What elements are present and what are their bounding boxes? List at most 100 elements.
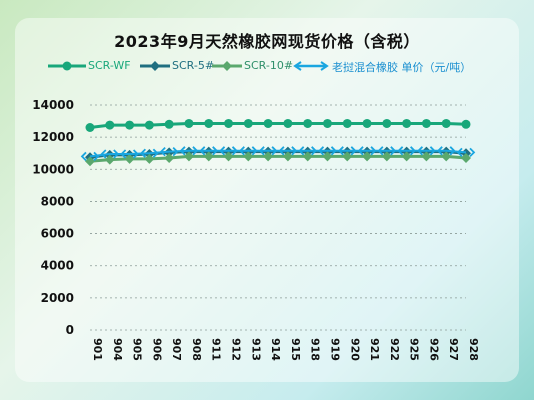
legend-item-scr-wf: SCR-WF [46,57,146,75]
y-tick-label: 4000 [41,259,74,273]
data-point [263,118,273,128]
data-point [382,118,392,128]
data-point [461,153,471,164]
legend-swatch-diamond-icon [212,61,242,71]
chart-panel [15,18,519,382]
series-2 [85,151,471,167]
x-tick-label: 919 [328,338,341,361]
data-point [342,151,353,162]
x-tick-label: 901 [91,338,104,361]
data-point [224,118,234,128]
x-tick-label: 918 [309,338,322,361]
data-point [381,151,392,162]
legend-label: SCR-10# [244,59,294,72]
legend-swatch-arrow-icon [293,61,329,71]
legend-swatch-circle-icon [48,61,86,71]
x-tick-label: 908 [190,338,203,361]
legend-label: 老挝混合橡胶 单价（元/吨） [332,61,472,74]
data-point [401,151,412,162]
data-point [303,118,313,128]
data-point [204,118,214,128]
data-point [283,118,293,128]
x-tick-label: 914 [269,338,282,361]
data-point [239,146,258,156]
data-point [337,146,357,156]
y-tick-label: 10000 [32,162,74,176]
data-point [322,151,333,162]
data-point [179,146,199,156]
y-tick-label: 8000 [41,194,74,208]
x-tick-label: 921 [368,338,381,361]
data-point [436,146,456,156]
data-point [164,153,175,164]
data-point [140,148,159,158]
data-point [144,153,155,164]
data-point [219,146,238,156]
data-point [184,118,194,128]
chart-title: 2023年9月天然橡胶网现货价格（含税） [114,32,420,51]
x-tick-label: 907 [170,338,183,361]
data-point [183,151,194,162]
data-point [164,119,174,129]
x-tick-label: 912 [230,338,243,361]
series-line [89,149,467,158]
data-point [377,146,397,156]
data-point [199,146,219,156]
data-point [421,151,432,162]
data-point [124,153,135,164]
data-point [85,123,95,132]
data-point [100,149,120,159]
x-tick-label: 905 [131,338,144,361]
data-point [223,151,234,162]
data-point [461,119,471,129]
data-point [159,146,179,157]
data-point [402,118,412,128]
y-tick-label: 2000 [41,291,74,305]
data-point [421,118,431,128]
data-point [322,118,332,128]
data-point [243,118,253,128]
data-point [104,154,115,165]
data-point [105,120,115,130]
x-tick-label: 911 [210,338,223,361]
data-point [144,120,154,130]
data-point [397,146,416,156]
legend-label: SCR-WF [88,59,131,72]
data-point [263,151,274,162]
data-point [243,151,254,162]
x-tick-label: 915 [289,338,302,361]
data-point [203,151,214,162]
data-point [342,118,352,128]
data-point [362,151,373,162]
x-tick-label: 922 [388,338,401,361]
x-tick-label: 926 [427,338,440,361]
data-point [318,146,337,156]
legend-item-scr-10: SCR-10# [210,57,300,75]
series-0 [85,118,471,132]
y-tick-label: 14000 [32,98,74,112]
x-tick-label: 925 [408,338,421,361]
data-point [125,120,135,130]
data-point [298,146,317,156]
data-point [80,151,100,162]
legend-label: SCR-5# [172,59,215,72]
x-tick-label: 913 [249,338,262,361]
data-point [417,146,436,156]
series-3 [80,146,476,162]
y-tick-label: 6000 [41,227,74,241]
x-tick-label: 920 [348,338,361,361]
legend-item-scr-5: SCR-5# [138,57,218,75]
x-tick-label: 904 [111,338,124,361]
data-point [357,146,377,156]
data-point [278,146,298,156]
y-tick-label: 0 [66,323,74,337]
data-point [441,151,452,162]
data-point [85,156,95,167]
legend: SCR-WF SCR-5# SCR-10# 老挝混合橡胶 单价（元/吨） [46,57,526,75]
data-point [120,149,139,159]
x-tick-label: 927 [447,338,460,361]
y-tick-label: 12000 [32,130,74,144]
data-point [258,146,278,156]
